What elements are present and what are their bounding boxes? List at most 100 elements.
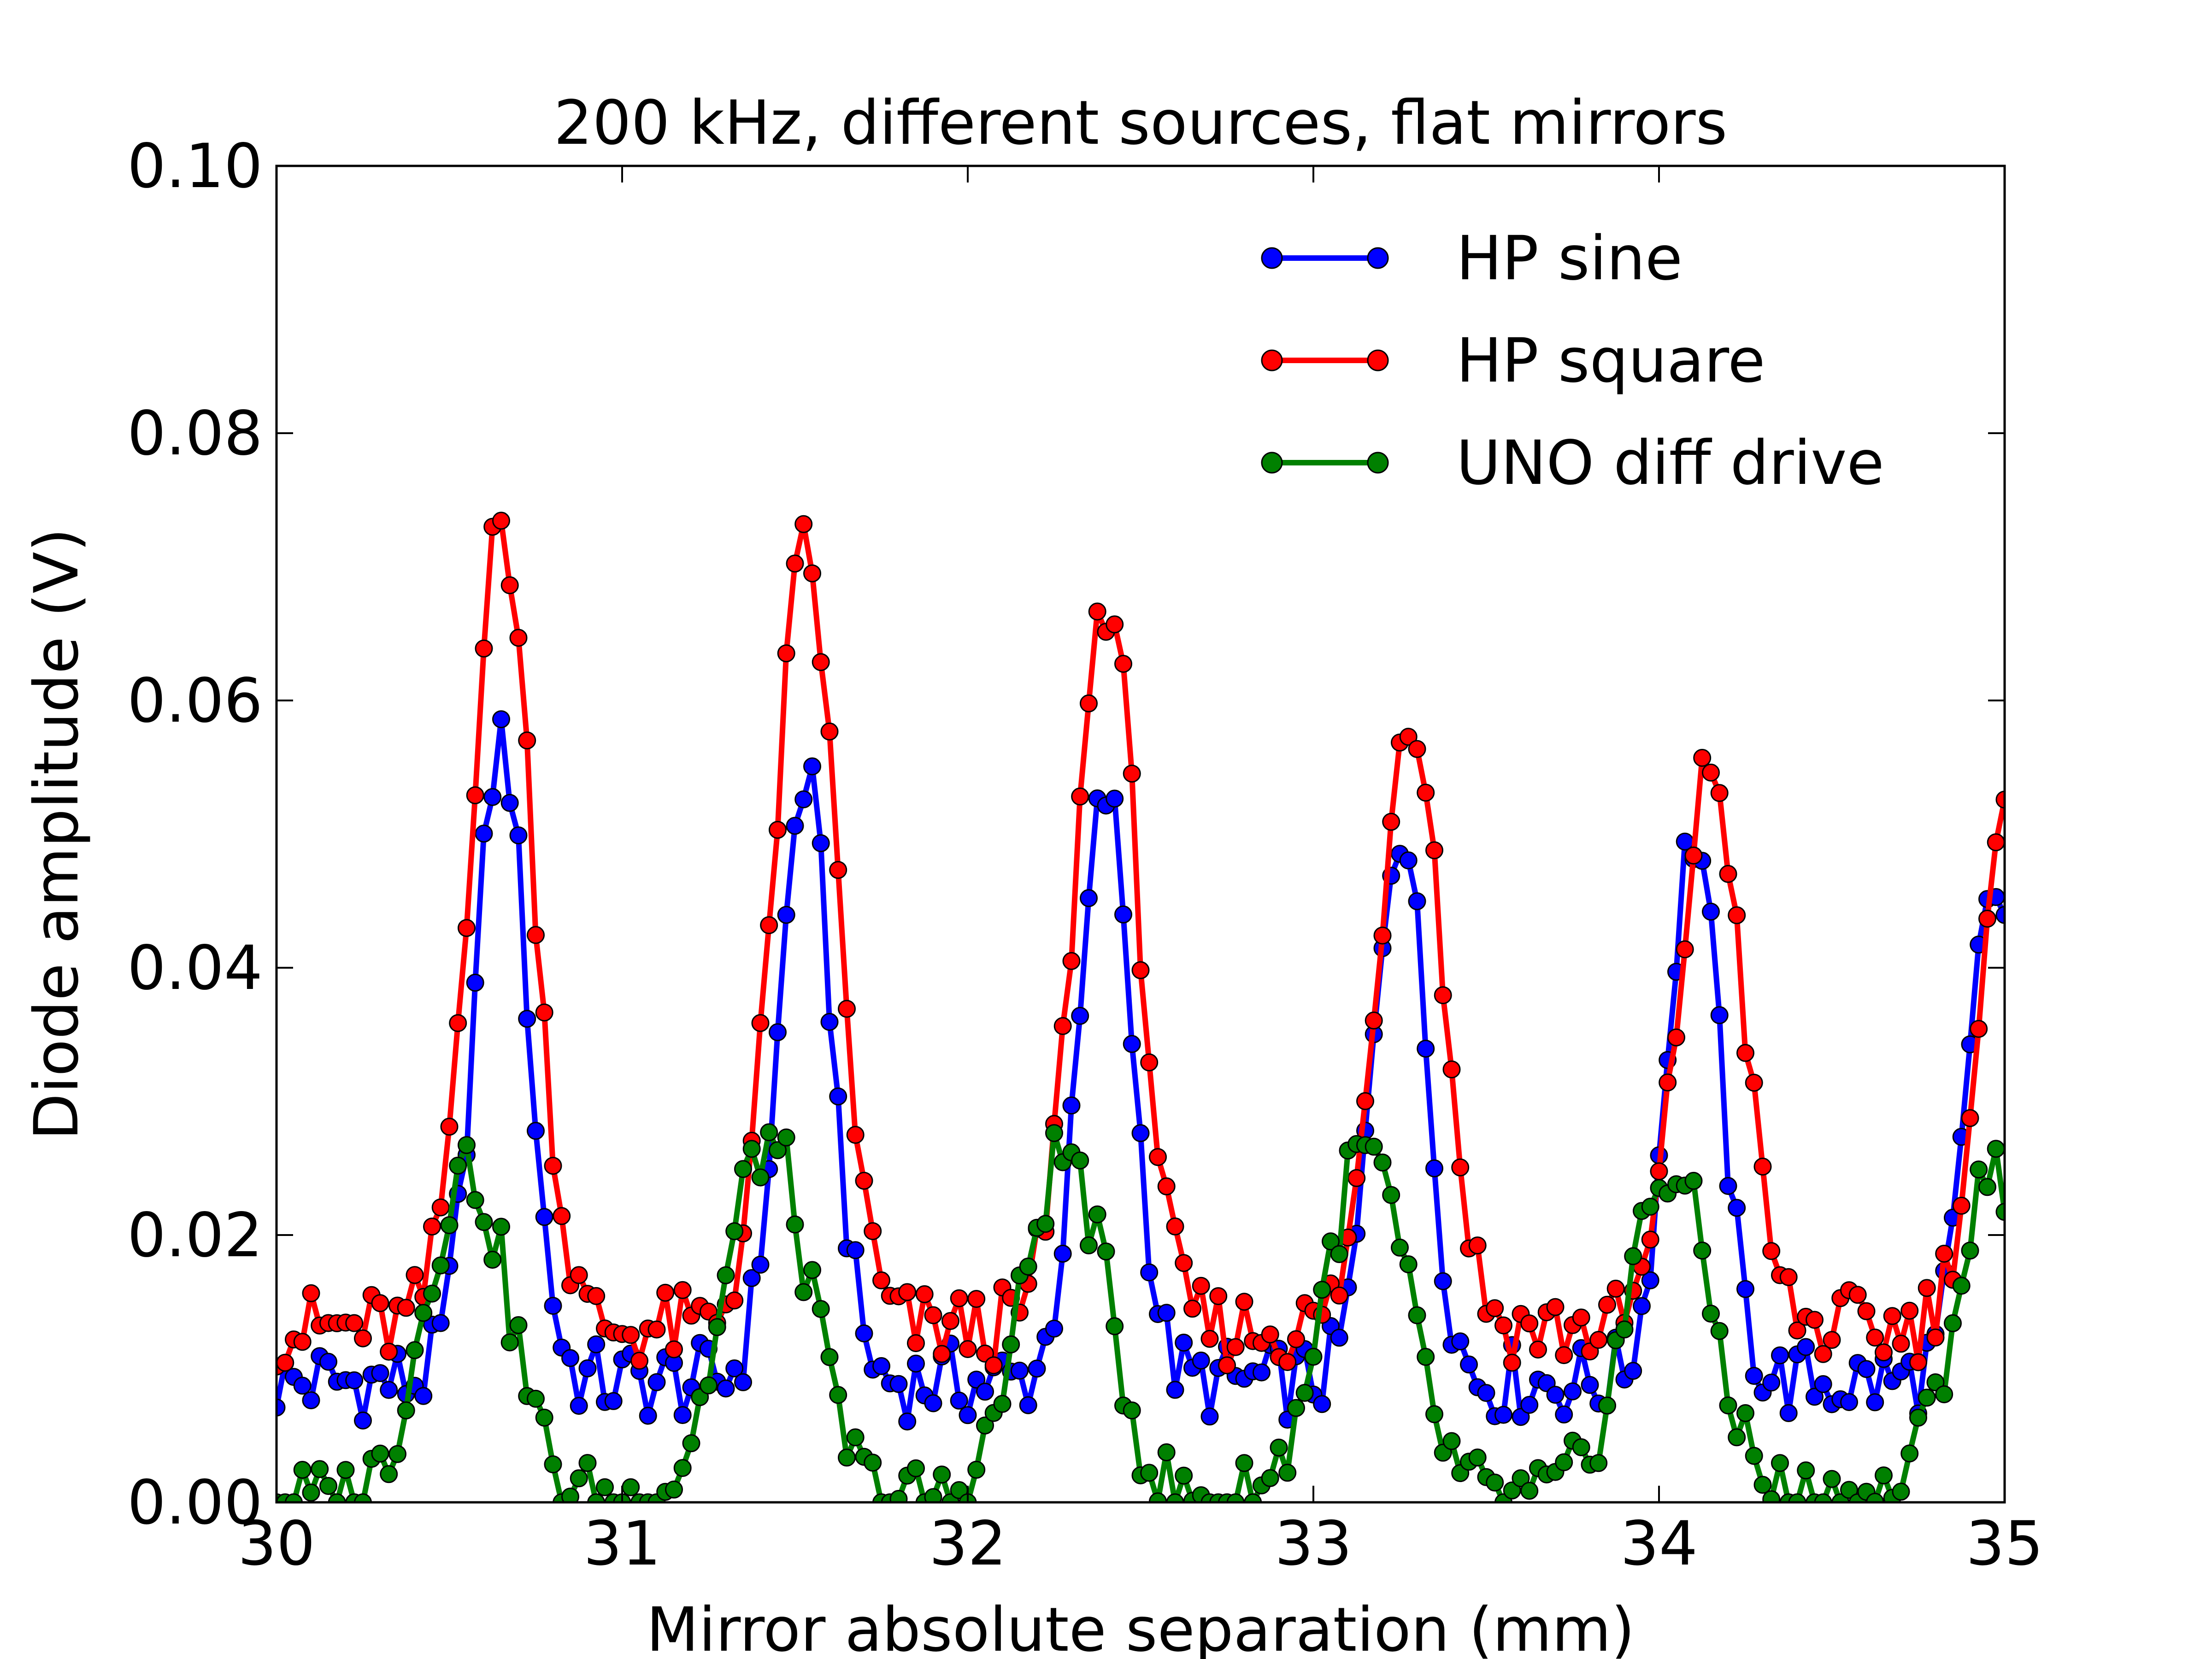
data-point: [1745, 1074, 1763, 1092]
data-point: [458, 1136, 476, 1154]
data-point: [1641, 1230, 1659, 1249]
data-point: [1728, 1199, 1746, 1217]
data-point: [431, 1256, 450, 1275]
y-axis: 0.00 0.02 0.04 0.06 0.08 0.10: [127, 131, 2005, 1538]
data-point: [872, 1271, 890, 1289]
data-point: [665, 1480, 683, 1499]
data-point: [1823, 1331, 1841, 1349]
data-point: [293, 1461, 312, 1479]
data-point: [1011, 1361, 1029, 1380]
data-point: [1425, 1405, 1443, 1424]
data-point: [293, 1377, 312, 1395]
data-point: [1641, 1271, 1659, 1289]
data-point: [561, 1349, 579, 1367]
data-point: [1140, 1263, 1159, 1282]
data-point: [829, 1386, 847, 1404]
data-point: [1995, 1203, 2005, 1221]
data-point: [380, 1381, 398, 1399]
data-point: [578, 1359, 597, 1377]
data-point: [311, 1460, 329, 1478]
data-point: [656, 1283, 675, 1302]
data-point: [665, 1340, 683, 1359]
data-point: [872, 1357, 890, 1375]
data-point: [1468, 1448, 1487, 1467]
data-point: [820, 722, 839, 741]
data-point: [371, 1364, 389, 1382]
data-point: [423, 1218, 441, 1236]
data-point: [570, 1469, 588, 1488]
data-point: [1434, 986, 1452, 1005]
data-point: [898, 1412, 917, 1431]
data-point: [371, 1444, 389, 1463]
data-point: [1736, 1280, 1754, 1298]
data-point: [1287, 1399, 1305, 1417]
data-point: [1753, 1476, 1772, 1494]
data-point: [397, 1299, 415, 1317]
data-point: [976, 1416, 994, 1435]
data-point: [1080, 889, 1098, 907]
data-point: [1762, 1242, 1781, 1260]
data-point: [1313, 1281, 1331, 1299]
data-point: [1226, 1338, 1245, 1356]
legend-label: HP sine: [1456, 223, 1683, 294]
data-point: [1935, 1385, 1953, 1404]
data-point: [1762, 1490, 1781, 1502]
data-point: [1062, 952, 1081, 970]
legend-item: UNO diff drive: [1261, 428, 1884, 499]
data-point: [1779, 1268, 1798, 1286]
data-point: [1736, 1044, 1754, 1062]
data-point: [1175, 1334, 1193, 1352]
data-point: [570, 1397, 588, 1415]
data-point: [544, 1455, 562, 1474]
data-point: [1417, 1347, 1435, 1366]
data-point: [769, 1141, 787, 1159]
data-point: [1468, 1236, 1487, 1255]
data-point: [509, 1316, 528, 1334]
data-point: [1866, 1329, 1884, 1347]
x-tick-label: 34: [1620, 1508, 1698, 1579]
y-tick-label: 0.06: [127, 665, 263, 736]
data-point: [1434, 1272, 1452, 1290]
data-point: [1814, 1345, 1832, 1363]
data-point: [1918, 1279, 1936, 1297]
data-point: [1866, 1393, 1884, 1412]
data-point: [1952, 1196, 1971, 1215]
legend-marker: [1261, 452, 1283, 474]
data-point: [967, 1371, 986, 1389]
data-point: [673, 1281, 692, 1299]
data-point: [1926, 1373, 1945, 1392]
data-point: [336, 1461, 355, 1479]
data-point: [1952, 1277, 1971, 1295]
data-point: [812, 653, 830, 671]
data-point: [1987, 1140, 2005, 1158]
series-layer: [276, 512, 2005, 1502]
data-point: [1624, 1247, 1642, 1265]
data-point: [803, 1261, 821, 1279]
data-point: [1961, 1241, 1979, 1260]
data-point: [1123, 765, 1141, 783]
data-point: [475, 639, 493, 658]
data-point: [1486, 1473, 1504, 1492]
data-point: [604, 1392, 623, 1410]
data-point: [1166, 1381, 1184, 1399]
data-point: [717, 1266, 735, 1284]
data-point: [1131, 961, 1150, 979]
data-point: [492, 710, 510, 729]
data-point: [1883, 1307, 1901, 1325]
data-point: [838, 1448, 856, 1467]
data-point: [950, 1289, 968, 1307]
data-point: [725, 1359, 744, 1377]
data-point: [475, 824, 493, 843]
legend-marker: [1261, 247, 1283, 269]
data-point: [1909, 1353, 1927, 1371]
data-point: [1157, 1443, 1176, 1461]
data-point: [1719, 1396, 1737, 1415]
data-point: [1520, 1314, 1539, 1333]
data-point: [864, 1222, 882, 1241]
data-point: [1710, 784, 1729, 802]
data-point: [1175, 1254, 1193, 1272]
data-point: [1002, 1335, 1020, 1353]
data-point: [1106, 789, 1124, 808]
data-point: [1399, 728, 1418, 746]
data-point: [924, 1488, 942, 1502]
